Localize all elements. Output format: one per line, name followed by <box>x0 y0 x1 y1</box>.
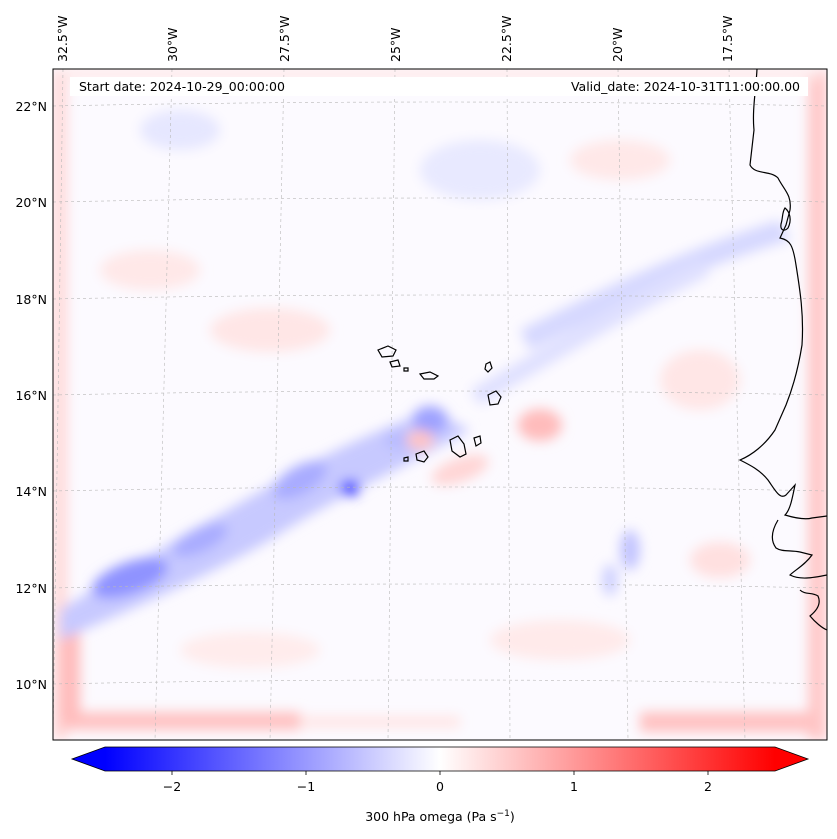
map-panel: Start date: 2024-10-29_00:00:00 Valid_da… <box>53 69 827 740</box>
island-santo-antao <box>377 345 397 358</box>
island-fogo <box>415 450 429 463</box>
lon-label-17-5w: 17.5°W <box>720 16 735 62</box>
omega-field <box>53 69 827 740</box>
longitude-labels: 32.5°W 30°W 27.5°W 25°W 22.5°W 20°W 17.5… <box>55 16 735 62</box>
lat-label-20n: 20°N <box>15 195 47 210</box>
island-sao-vicente <box>389 359 401 368</box>
colorbar-body <box>105 747 775 771</box>
island-santa-luzia <box>403 367 409 372</box>
island-sao-nicolau <box>418 371 440 380</box>
island-maio <box>473 435 482 447</box>
island-santiago <box>449 435 467 458</box>
lon-label-20w: 20°W <box>610 27 625 62</box>
colorbar-tick-1: 1 <box>570 779 578 794</box>
colorbar-tick-neg2: −2 <box>163 779 181 794</box>
colorbar-tick-0: 0 <box>436 779 444 794</box>
lat-label-12n: 12°N <box>15 581 47 596</box>
lon-label-27-5w: 27.5°W <box>277 16 292 62</box>
island-sal <box>484 361 493 373</box>
island-boa-vista <box>487 390 502 406</box>
colorbar-ticks <box>171 771 709 775</box>
guinea-coastline <box>799 589 827 631</box>
lat-label-16n: 16°N <box>15 388 47 403</box>
lat-label-22n: 22°N <box>15 99 47 114</box>
lon-label-30w: 30°W <box>165 27 180 62</box>
lon-label-25w: 25°W <box>388 27 403 62</box>
latitude-labels: 22°N 20°N 18°N 16°N 14°N 12°N 10°N <box>15 99 47 692</box>
island-brava <box>403 456 409 462</box>
africa-coastline <box>738 69 827 520</box>
lon-label-22-5w: 22.5°W <box>499 16 514 62</box>
cape-verde-islands <box>377 345 502 463</box>
header-bar <box>70 77 808 96</box>
colorbar-extend-left <box>72 747 105 771</box>
map-frame <box>52 68 828 741</box>
colorbar-label-superscript: −1 <box>497 809 510 819</box>
lat-label-14n: 14°N <box>15 484 47 499</box>
valid-date-label: Valid_date: 2024-10-31T11:00:00.00 <box>571 79 800 94</box>
colorbar-label-close: ) <box>510 809 515 824</box>
lon-label-32-5w: 32.5°W <box>55 16 70 62</box>
start-date-label: Start date: 2024-10-29_00:00:00 <box>79 79 285 94</box>
lat-label-10n: 10°N <box>15 677 47 692</box>
senegal-coastline <box>771 519 827 579</box>
colorbar-tick-2: 2 <box>704 779 712 794</box>
colorbar-label: 300 hPa omega (Pa s−1) <box>365 809 515 824</box>
colorbar-extend-right <box>775 747 808 771</box>
coastlines <box>738 69 827 631</box>
gridlines <box>53 69 827 740</box>
lat-label-18n: 18°N <box>15 292 47 307</box>
colorbar-label-text: 300 hPa omega (Pa s <box>365 809 496 824</box>
colorbar: −2 −1 0 1 2 300 hPa omega (Pa s−1) <box>70 746 810 824</box>
colorbar-tick-neg1: −1 <box>297 779 315 794</box>
